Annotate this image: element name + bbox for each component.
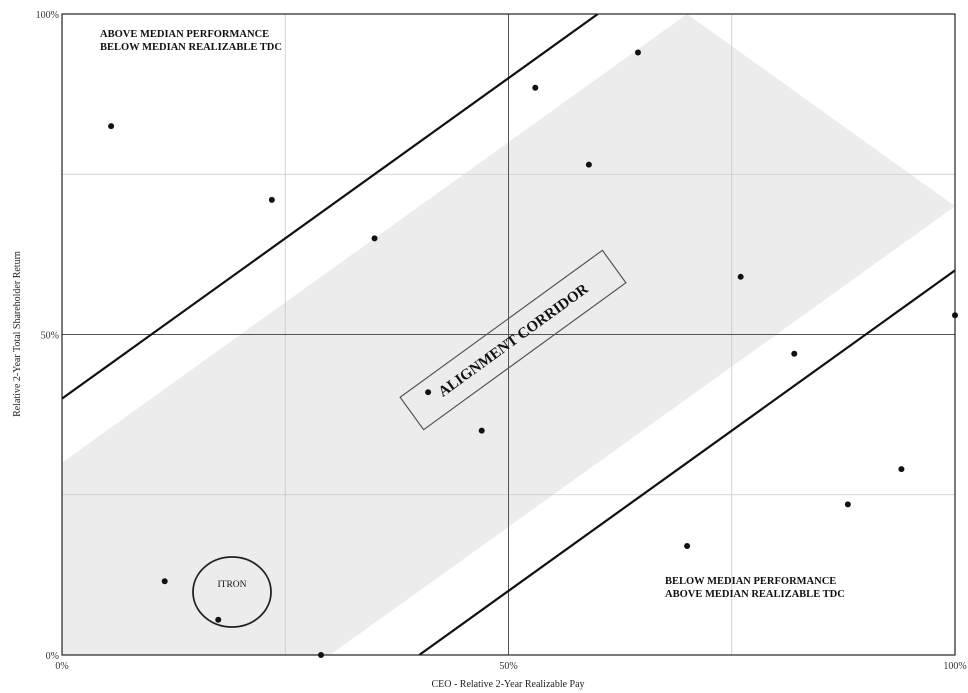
svg-text:ABOVE MEDIAN PERFORMANCE: ABOVE MEDIAN PERFORMANCE bbox=[100, 29, 269, 40]
y-tick-label: 100% bbox=[36, 10, 59, 21]
data-point bbox=[532, 84, 539, 91]
itron-label: ITRON bbox=[217, 580, 246, 590]
data-point bbox=[425, 389, 432, 396]
svg-text:BELOW MEDIAN PERFORMANCE: BELOW MEDIAN PERFORMANCE bbox=[665, 576, 836, 587]
data-point bbox=[268, 196, 275, 203]
data-point bbox=[317, 652, 324, 658]
data-point bbox=[478, 427, 485, 434]
itron-circle bbox=[192, 556, 272, 628]
data-point bbox=[585, 161, 592, 168]
data-point bbox=[952, 312, 958, 319]
itron-highlight: ITRON bbox=[192, 556, 272, 628]
region-label-bottom-right: BELOW MEDIAN PERFORMANCE ABOVE MEDIAN RE… bbox=[665, 576, 845, 600]
x-axis-title: CEO - Relative 2-Year Realizable Pay bbox=[431, 679, 584, 690]
data-point bbox=[634, 49, 641, 56]
data-point bbox=[844, 501, 851, 508]
data-point bbox=[898, 466, 905, 473]
lower-boundary-line bbox=[418, 269, 955, 655]
x-tick-label: 0% bbox=[55, 661, 68, 672]
region-label-top-left: ABOVE MEDIAN PERFORMANCE BELOW MEDIAN RE… bbox=[100, 29, 282, 53]
y-tick-label: 0% bbox=[46, 651, 59, 662]
svg-text:BELOW MEDIAN REALIZABLE TDC: BELOW MEDIAN REALIZABLE TDC bbox=[100, 42, 282, 53]
upper-boundary-line bbox=[62, 14, 599, 400]
y-tick-label: 50% bbox=[41, 331, 59, 342]
x-tick-label: 100% bbox=[943, 661, 966, 672]
data-point bbox=[371, 235, 378, 242]
data-point bbox=[737, 273, 744, 280]
data-point bbox=[791, 350, 798, 357]
plot-frame bbox=[61, 13, 956, 656]
gridlines bbox=[62, 14, 955, 655]
data-point bbox=[108, 123, 115, 130]
data-point bbox=[684, 543, 691, 550]
x-tick-label: 50% bbox=[499, 661, 517, 672]
svg-text:ABOVE MEDIAN REALIZABLE TDC: ABOVE MEDIAN REALIZABLE TDC bbox=[665, 589, 845, 600]
data-point bbox=[161, 578, 168, 585]
y-axis-title: Relative 2-Year Total Shareholder Return bbox=[12, 251, 23, 417]
data-points bbox=[108, 49, 958, 658]
data-point bbox=[215, 616, 222, 623]
